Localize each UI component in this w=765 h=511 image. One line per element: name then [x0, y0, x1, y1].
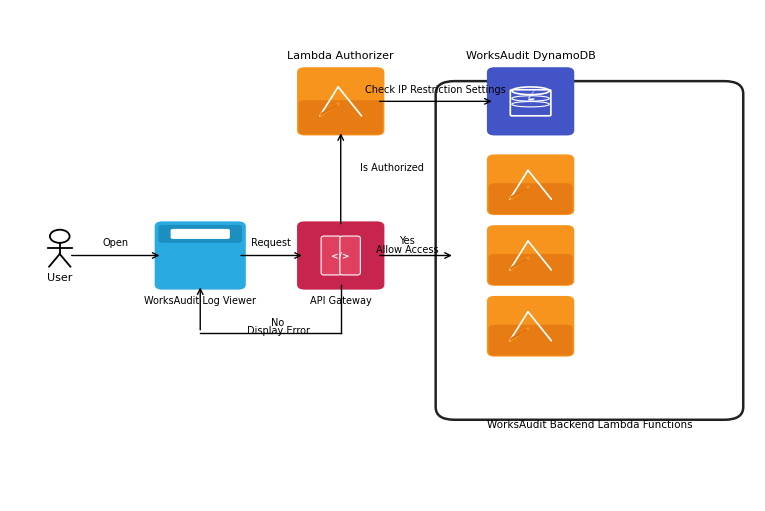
FancyBboxPatch shape: [487, 154, 575, 215]
Text: WorksAudit DynamoDB: WorksAudit DynamoDB: [466, 51, 595, 61]
FancyBboxPatch shape: [488, 254, 573, 285]
Text: No: No: [272, 318, 285, 329]
FancyBboxPatch shape: [321, 236, 342, 275]
FancyBboxPatch shape: [487, 225, 575, 286]
FancyBboxPatch shape: [488, 183, 573, 214]
Text: WorksAudit Log Viewer: WorksAudit Log Viewer: [145, 296, 256, 306]
Text: Open: Open: [103, 238, 129, 248]
Text: Display Error: Display Error: [246, 326, 310, 336]
FancyBboxPatch shape: [298, 100, 382, 134]
Text: Yes: Yes: [399, 237, 415, 246]
Text: Check IP Restriction Settings: Check IP Restriction Settings: [365, 85, 506, 95]
FancyBboxPatch shape: [171, 229, 230, 239]
FancyBboxPatch shape: [487, 296, 575, 357]
Text: Allow Access: Allow Access: [376, 245, 438, 256]
Text: WorksAudit Backend Lambda Functions: WorksAudit Backend Lambda Functions: [487, 421, 692, 430]
FancyBboxPatch shape: [340, 236, 360, 275]
Text: </>: </>: [331, 251, 350, 260]
Text: User: User: [47, 273, 73, 283]
FancyBboxPatch shape: [435, 81, 744, 420]
FancyBboxPatch shape: [297, 221, 384, 290]
Text: Lambda Authorizer: Lambda Authorizer: [288, 51, 394, 61]
Text: Is Authorized: Is Authorized: [360, 164, 424, 173]
FancyBboxPatch shape: [297, 67, 384, 135]
Text: API Gateway: API Gateway: [310, 296, 372, 306]
FancyBboxPatch shape: [158, 225, 242, 243]
Polygon shape: [525, 88, 536, 111]
FancyBboxPatch shape: [488, 325, 573, 356]
Text: Request: Request: [252, 238, 291, 248]
FancyBboxPatch shape: [487, 67, 575, 135]
FancyBboxPatch shape: [155, 221, 246, 290]
